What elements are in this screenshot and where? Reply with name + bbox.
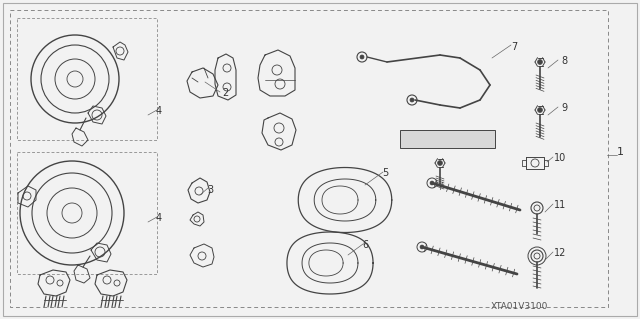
- Text: 11: 11: [554, 200, 566, 210]
- Circle shape: [538, 60, 543, 64]
- Circle shape: [420, 245, 424, 249]
- Circle shape: [438, 160, 442, 166]
- Text: 8: 8: [561, 56, 567, 66]
- Text: 7: 7: [511, 42, 517, 52]
- Text: 4: 4: [156, 213, 162, 223]
- Text: 4: 4: [156, 106, 162, 116]
- Circle shape: [538, 108, 543, 113]
- Bar: [17, 18, 157, 140]
- Text: 10: 10: [554, 153, 566, 163]
- Text: 5: 5: [382, 168, 388, 178]
- Text: 12: 12: [554, 248, 566, 258]
- Circle shape: [360, 55, 364, 59]
- Text: 6: 6: [362, 240, 368, 250]
- Bar: [400, 130, 495, 148]
- Circle shape: [410, 98, 414, 102]
- Text: 2: 2: [222, 88, 228, 98]
- Text: XTA01V3100: XTA01V3100: [491, 302, 548, 311]
- Bar: [17, 152, 157, 274]
- Text: 1: 1: [617, 147, 624, 157]
- Text: 9: 9: [561, 103, 567, 113]
- Text: 3: 3: [207, 185, 213, 195]
- Circle shape: [430, 181, 434, 185]
